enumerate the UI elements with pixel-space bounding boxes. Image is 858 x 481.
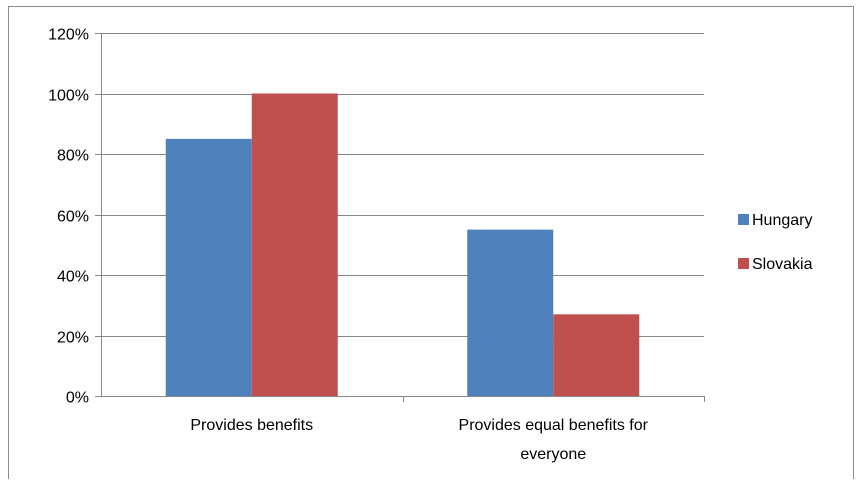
y-tick-label: 40% [57,269,89,286]
bar-slovakia-2 [553,314,640,396]
axes [95,33,705,402]
y-tick-label: 0% [66,390,89,407]
legend-label-hungary: Hungary [752,212,812,229]
x-category-label: Provides benefits [190,417,313,434]
y-tick-label: 80% [57,148,89,165]
legend-swatch-slovakia [738,258,749,269]
bar-hungary-2 [467,229,554,396]
legend: Hungary Slovakia [738,212,813,273]
y-tick-label: 20% [57,330,89,347]
bar-hungary-1 [165,138,252,396]
x-category-label: everyone [520,446,586,463]
y-tick-labels: 0% 20% 40% 60% 80% 100% 120% [48,27,89,407]
y-tick-label: 60% [57,209,89,226]
y-tick-label: 100% [48,88,89,105]
bars [165,93,640,396]
legend-swatch-hungary [738,214,749,225]
bar-slovakia-1 [251,93,338,396]
chart-frame [8,6,854,479]
legend-label-slovakia: Slovakia [752,256,813,273]
x-category-label: Provides equal benefits for [459,417,649,434]
y-tick-label: 120% [48,27,89,44]
x-category-labels: Provides benefits Provides equal benefits… [190,417,648,463]
